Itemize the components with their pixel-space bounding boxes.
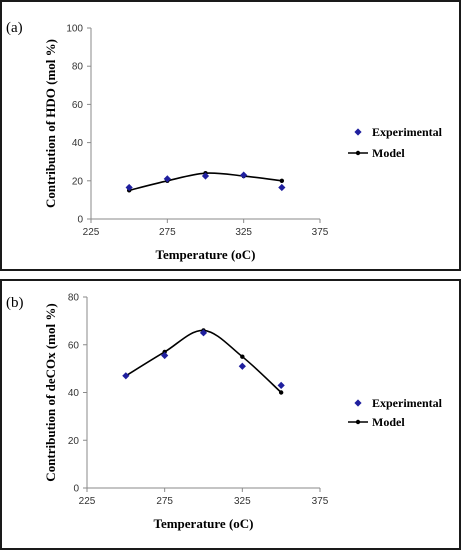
experimental-point: [122, 372, 130, 380]
x-tick-label: 325: [235, 227, 252, 238]
experimental-point: [238, 362, 246, 370]
legend-model-label: Model: [372, 415, 405, 429]
y-tick-label: 60: [72, 100, 84, 111]
legend-experimental-marker: [354, 399, 362, 407]
legend-model-marker: [355, 150, 361, 156]
legend-model-marker: [355, 419, 361, 425]
chart-panel-hdo: (a) 0 20 40 60 80 100 225 275 325 375 Temperature …: [0, 0, 461, 271]
y-axis-title: Contribution of deCOx (mol %): [43, 303, 58, 481]
legend-experimental-marker: [354, 128, 362, 136]
y-tick-label: 60: [68, 340, 80, 351]
legend-experimental-label: Experimental: [372, 125, 443, 139]
experimental-point: [201, 172, 210, 180]
panel-label-b: (b): [6, 295, 24, 311]
y-tick-label: 20: [72, 176, 84, 187]
x-tick-label: 325: [234, 496, 251, 507]
y-axis-title: Contribution of HDO (mol %): [43, 39, 58, 208]
x-tick-label: 375: [312, 496, 329, 507]
chart-panel-decox: (b) 0 20 40 60 80 225 275 325 375 Temperature (oC…: [0, 279, 461, 550]
x-tick-label: 275: [156, 496, 173, 507]
y-tick-label: 100: [66, 24, 83, 35]
model-series-line: [125, 329, 282, 394]
hdo-chart-svg: 0 20 40 60 80 100 225 275 325 375 Temperature (oC)…: [43, 24, 443, 263]
x-tick-label: 225: [83, 227, 100, 238]
x-tick-label: 225: [79, 496, 96, 507]
experimental-point: [240, 171, 248, 179]
experimental-point: [125, 183, 133, 192]
y-tick-label: 0: [77, 215, 83, 226]
experimental-point: [278, 183, 286, 192]
x-axis-title: Temperature (oC): [153, 516, 253, 531]
x-tick-label: 375: [312, 227, 329, 238]
panel-label-a: (a): [6, 20, 23, 36]
y-tick-label: 0: [73, 484, 79, 495]
y-tick-label: 20: [68, 436, 80, 447]
experimental-point: [277, 381, 285, 389]
model-point: [240, 354, 245, 359]
legend-experimental-label: Experimental: [372, 396, 443, 410]
y-tick-label: 40: [68, 388, 80, 399]
model-point: [278, 390, 284, 395]
x-tick-label: 275: [159, 227, 176, 238]
x-axis-title: Temperature (oC): [155, 247, 255, 262]
y-tick-label: 40: [72, 138, 84, 149]
legend-model-label: Model: [372, 146, 405, 160]
decox-chart-svg: 0 20 40 60 80 225 275 325 375 Temperature (oC) Con…: [43, 293, 443, 532]
model-point: [279, 178, 285, 183]
y-tick-label: 80: [72, 62, 84, 73]
experimental-point: [163, 175, 171, 183]
experimental-point: [199, 329, 208, 337]
y-tick-label: 80: [68, 293, 80, 304]
